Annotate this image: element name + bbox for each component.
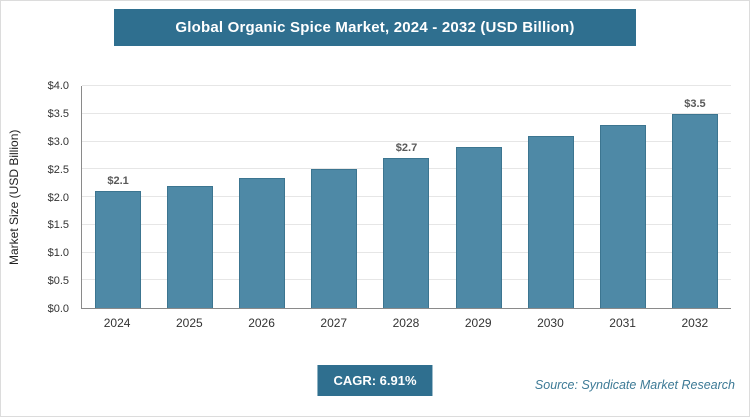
x-tick-label: 2030 bbox=[537, 316, 564, 330]
y-tick-label: $0.5 bbox=[47, 275, 69, 288]
y-tick-label: $3.5 bbox=[47, 107, 69, 120]
x-tick-label: 2026 bbox=[248, 316, 275, 330]
bar-slot bbox=[443, 86, 515, 308]
gridline bbox=[82, 140, 731, 142]
x-tick-label: 2028 bbox=[392, 316, 420, 330]
y-tick-label: $1.5 bbox=[47, 219, 69, 232]
cagr-badge: CAGR: 6.91% bbox=[317, 365, 433, 396]
bar-slot bbox=[587, 86, 659, 308]
bar-2025 bbox=[167, 185, 214, 308]
bar-slot: $2.7 bbox=[370, 86, 442, 308]
bar-value-label: $3.5 bbox=[684, 97, 706, 110]
bar-2026 bbox=[239, 177, 286, 308]
chart-title-banner: Global Organic Spice Market, 2024 - 2032… bbox=[114, 9, 636, 46]
bar-slot: $3.5 bbox=[659, 86, 731, 308]
y-tick-label: $3.0 bbox=[47, 135, 69, 148]
x-tick-label: 2027 bbox=[320, 316, 348, 330]
y-tick-label: $2.0 bbox=[47, 191, 69, 204]
bar-slot bbox=[515, 86, 587, 308]
y-axis-title: Market Size (USD Billion) bbox=[7, 129, 21, 266]
x-axis-labels: 2024 2025 2026 2027 2028 2029 2030 2031 2032 bbox=[81, 316, 731, 330]
gridline bbox=[82, 112, 731, 114]
x-tick-label: 2029 bbox=[464, 316, 492, 330]
bar-slot bbox=[298, 86, 370, 308]
bars: $2.1 $2.7 $3.5 bbox=[82, 86, 731, 308]
y-tick-label: $2.5 bbox=[47, 163, 69, 176]
bar-value-label: $2.1 bbox=[107, 175, 129, 188]
bar-slot bbox=[154, 86, 226, 308]
bar-2029 bbox=[455, 147, 502, 308]
source-text: Source: Syndicate Market Research bbox=[534, 378, 735, 392]
chart-title: Global Organic Spice Market, 2024 - 2032… bbox=[175, 19, 575, 36]
x-tick-label: 2025 bbox=[175, 316, 203, 330]
bar-2031 bbox=[599, 124, 646, 308]
y-tick-label: $0.0 bbox=[47, 303, 69, 315]
bar-2027 bbox=[311, 169, 358, 308]
bar-value-label: $2.7 bbox=[395, 142, 418, 155]
bar-2024 bbox=[95, 191, 142, 308]
gridline bbox=[82, 85, 731, 86]
bar-slot: $2.1 bbox=[82, 86, 154, 308]
x-tick-label: 2032 bbox=[681, 316, 709, 330]
bar-2030 bbox=[527, 135, 574, 308]
y-axis: $0.0 $0.5 $1.0 $1.5 $2.0 $2.5 $3.0 $3.5 $4.0 bbox=[29, 80, 77, 315]
bar-2032 bbox=[671, 113, 718, 308]
bar-2028 bbox=[383, 158, 430, 308]
bar-slot bbox=[226, 86, 298, 308]
y-tick-label: $4.0 bbox=[47, 80, 69, 92]
y-tick-label: $1.0 bbox=[47, 247, 69, 260]
x-tick-label: 2031 bbox=[609, 316, 636, 330]
plot-area: $2.1 $2.7 $3.5 bbox=[81, 85, 731, 309]
x-tick-label: 2024 bbox=[103, 316, 131, 330]
